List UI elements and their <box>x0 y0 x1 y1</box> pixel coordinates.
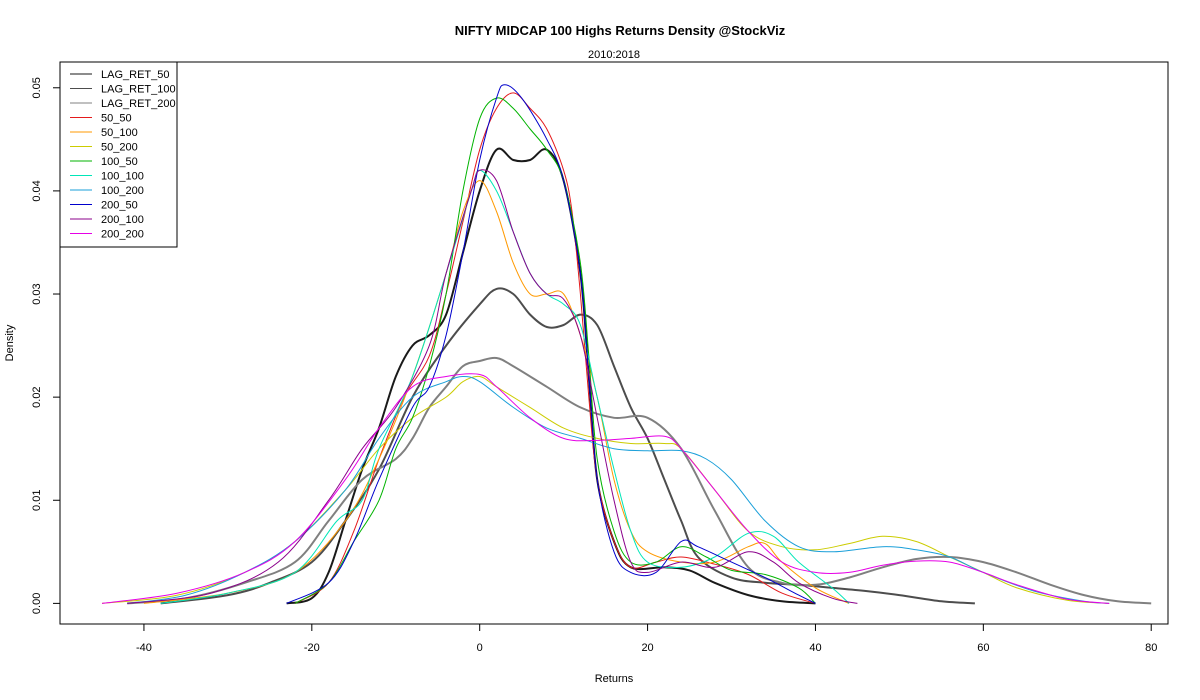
x-axis-label: Returns <box>595 673 634 685</box>
legend-label: 100_100 <box>101 171 144 183</box>
series-line-100-100 <box>160 169 850 604</box>
y-axis: 0.00 0.01 0.02 0.03 0.04 0.05 <box>31 77 61 614</box>
x-tick-label: 60 <box>977 642 989 654</box>
x-tick-label: 0 <box>477 642 483 654</box>
series-curves <box>101 84 1152 605</box>
series-line-200-200 <box>101 373 1110 604</box>
legend-label: LAG_RET_200 <box>101 98 176 110</box>
x-tick-label: 80 <box>1145 642 1157 654</box>
x-tick-label: -20 <box>304 642 320 654</box>
series-line-100-200 <box>127 376 1110 604</box>
x-tick-label: 40 <box>809 642 821 654</box>
legend-label: 200_200 <box>101 229 144 241</box>
y-tick-label: 0.03 <box>31 283 43 304</box>
series-line-200-100 <box>127 169 858 604</box>
y-tick-label: 0.01 <box>31 490 43 511</box>
legend-label: 50_200 <box>101 142 138 154</box>
x-tick-label: 20 <box>641 642 653 654</box>
legend-label: 100_200 <box>101 185 144 197</box>
legend-box <box>59 61 178 248</box>
legend: LAG_RET_50 LAG_RET_100 LAG_RET_200 50_50 50_… <box>59 61 178 248</box>
series-line-200-50 <box>286 84 816 604</box>
chart-subtitle: 2010:2018 <box>588 49 640 61</box>
y-tick-label: 0.04 <box>31 180 43 201</box>
series-line-lag-ret-50 <box>286 147 816 605</box>
legend-label: 50_100 <box>101 127 138 139</box>
series-line-50-50 <box>294 92 816 604</box>
y-tick-label: 0.00 <box>31 593 43 614</box>
y-tick-label: 0.05 <box>31 77 43 98</box>
series-line-100-50 <box>294 97 816 604</box>
series-line-lag-ret-200 <box>127 356 1152 605</box>
chart-title: NIFTY MIDCAP 100 Highs Returns Density @… <box>455 23 786 38</box>
legend-label: LAG_RET_100 <box>101 84 176 96</box>
x-tick-label: -40 <box>136 642 152 654</box>
series-line-50-200 <box>101 375 1110 604</box>
series-line-lag-ret-100 <box>160 287 975 605</box>
legend-label: 100_50 <box>101 156 138 168</box>
legend-label: 200_50 <box>101 200 138 212</box>
legend-label: 50_50 <box>101 113 132 125</box>
legend-label: LAG_RET_50 <box>101 69 169 81</box>
series-line-50-100 <box>143 180 850 604</box>
y-tick-label: 0.02 <box>31 386 43 407</box>
legend-label: 200_100 <box>101 214 144 226</box>
y-axis-label: Density <box>4 324 16 361</box>
x-axis: -40 -20 0 20 40 60 80 <box>136 623 1157 654</box>
